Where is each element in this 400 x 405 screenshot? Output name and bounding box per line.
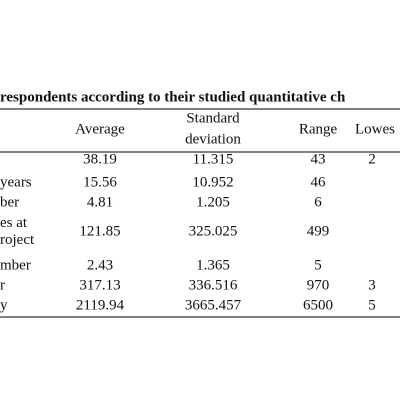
- cell: 15.56: [83, 174, 117, 190]
- row-label: mber: [0, 257, 31, 273]
- cell: 317.13: [79, 277, 120, 293]
- cell: 121.85: [79, 223, 120, 239]
- cell: 970: [307, 277, 330, 293]
- table-title: respondents according to their studied q…: [0, 89, 346, 105]
- cell: 10.952: [192, 174, 233, 190]
- cell: 325.025: [189, 223, 238, 239]
- cell: 6500: [303, 297, 333, 313]
- cell: 4.81: [87, 194, 113, 210]
- cell: 2119.94: [76, 297, 125, 313]
- cell: 3: [368, 277, 376, 293]
- row-label: roject: [0, 232, 35, 248]
- cell: 336.516: [189, 277, 238, 293]
- row-label: ber: [0, 194, 19, 210]
- cell: 38.19: [83, 151, 117, 167]
- column-header: Standard: [186, 110, 240, 126]
- row-label: y: [0, 297, 8, 313]
- column-header: Range: [299, 121, 338, 137]
- cell: 2: [368, 151, 376, 167]
- cell: 43: [311, 151, 326, 167]
- cell: 5: [368, 297, 376, 313]
- cell: 11.315: [193, 151, 234, 167]
- column-header: Lowes: [355, 121, 395, 137]
- column-header: Average: [75, 121, 125, 137]
- cell: 6: [314, 194, 322, 210]
- cell: 1.365: [196, 257, 230, 273]
- column-header: deviation: [185, 131, 241, 147]
- cell: 2.43: [87, 257, 113, 273]
- cell: 46: [311, 174, 327, 190]
- row-label: r: [0, 277, 5, 293]
- cell: 3665.457: [185, 297, 242, 313]
- row-label: years: [0, 174, 32, 190]
- cell: 499: [307, 223, 330, 239]
- row-label: es at: [0, 215, 28, 231]
- cell: 5: [314, 257, 322, 273]
- cell: 1.205: [196, 194, 230, 210]
